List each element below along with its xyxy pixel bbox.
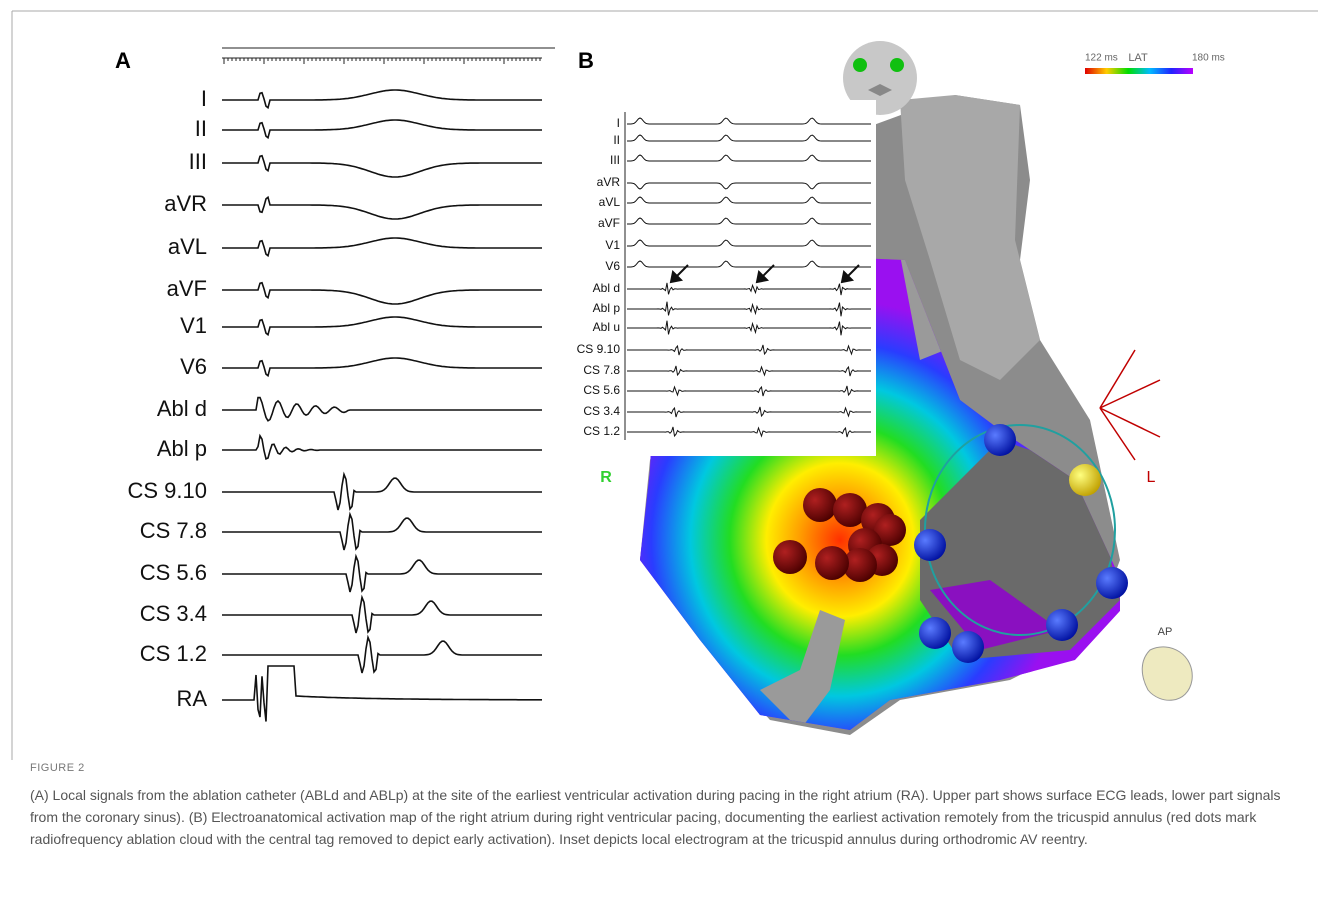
inset-lead-label: Abl p (593, 301, 621, 315)
lead-trace (222, 474, 542, 510)
legend-min: 122 ms (1085, 53, 1118, 64)
inset-lead-label: Abl d (593, 281, 620, 295)
lead-trace (222, 597, 542, 633)
inset-lead-label: aVL (599, 195, 621, 209)
figure-label: FIGURE 2 (30, 762, 1300, 774)
inset-lead-label: I (617, 116, 620, 130)
orientation-right: R (600, 469, 612, 486)
inset-lead-label: Abl u (593, 320, 620, 334)
lead-label: CS 1.2 (140, 641, 207, 666)
lead-trace (222, 556, 542, 592)
inset-lead-label: V6 (605, 259, 620, 273)
time-ruler (222, 48, 555, 64)
inset-lead-label: III (610, 153, 620, 167)
lead-trace (222, 436, 542, 459)
inset-lead-label: aVR (597, 175, 621, 189)
lead-label: RA (176, 686, 207, 711)
inset-lead-label: CS 7.8 (583, 363, 620, 377)
panel-label: A (115, 48, 131, 73)
lead-label: CS 5.6 (140, 560, 207, 585)
lead-trace (222, 90, 542, 108)
inset-lead-label: CS 1.2 (583, 424, 620, 438)
view-label: AP (1158, 626, 1173, 638)
inset-lead-label: aVF (598, 216, 620, 230)
lead-trace (222, 120, 542, 138)
lead-label: V1 (180, 313, 207, 338)
lead-trace (222, 358, 542, 376)
lead-label: II (195, 116, 207, 141)
inset-lead-label: CS 9.10 (577, 342, 621, 356)
lead-label: Abl d (157, 396, 207, 421)
page: {"panel_a": {"label": "A", "leads": ["I"… (0, 0, 1318, 906)
lead-label: aVR (164, 191, 207, 216)
lead-label: V6 (180, 354, 207, 379)
lead-label: I (201, 86, 207, 111)
lead-label: aVL (168, 234, 207, 259)
inset-lead-label: CS 3.4 (583, 404, 620, 418)
lead-trace (222, 197, 542, 219)
lead-trace (222, 156, 542, 177)
lead-label: III (189, 149, 207, 174)
lead-trace (222, 637, 542, 673)
legend-max: 180 ms (1192, 53, 1225, 64)
lead-trace (222, 317, 542, 335)
orientation-left: L (1147, 469, 1156, 486)
inset-lead-label: V1 (605, 238, 620, 252)
lead-trace (222, 238, 542, 256)
color-bar (1085, 68, 1193, 74)
lead-trace (222, 514, 542, 550)
lead-label: CS 7.8 (140, 518, 207, 543)
caption-block: FIGURE 2 (A) Local signals from the abla… (30, 762, 1300, 850)
panel-label: B (578, 48, 594, 73)
lead-trace (222, 283, 542, 304)
lead-label: Abl p (157, 436, 207, 461)
lead-label: CS 9.10 (128, 478, 208, 503)
figure-caption: (A) Local signals from the ablation cath… (30, 784, 1300, 850)
inset-lead-label: II (613, 133, 620, 147)
legend-title: LAT (1128, 52, 1148, 64)
lead-label: CS 3.4 (140, 601, 207, 626)
lead-label: aVF (167, 276, 207, 301)
lead-trace (222, 666, 542, 722)
lead-trace (222, 398, 542, 421)
inset-lead-label: CS 5.6 (583, 383, 620, 397)
